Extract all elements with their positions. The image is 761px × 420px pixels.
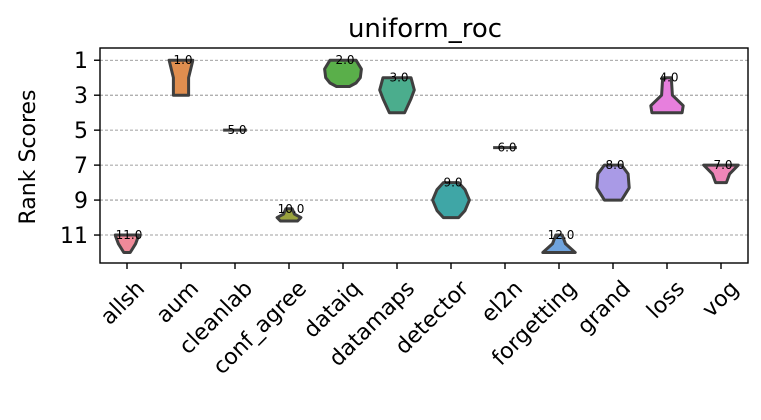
y-tick-label: 5 — [74, 119, 88, 144]
y-tick-label: 3 — [74, 84, 88, 109]
x-tick-label: grand — [573, 276, 636, 339]
violin-forgetting — [541, 233, 577, 254]
plot-frame — [99, 47, 749, 264]
y-axis: 1 3 5 7 9 11 — [60, 49, 100, 249]
data-label-loss: 4.0 — [659, 71, 678, 85]
violins — [113, 58, 740, 254]
data-label-cleanlab: 5.0 — [227, 123, 246, 137]
x-axis: allsh aumcleanlabconf_agreedataiqdatamaps… — [96, 263, 744, 380]
y-tick-label: 1 — [74, 49, 88, 74]
y-axis-label: Rank Scores — [16, 89, 41, 224]
data-label-grand: 8.0 — [605, 158, 624, 172]
grid — [100, 59, 748, 236]
x-tick-label: loss — [642, 276, 690, 324]
violin-vog — [702, 163, 740, 185]
data-label-dataiq: 2.0 — [335, 53, 354, 67]
data-label-datamaps: 3.0 — [389, 71, 408, 85]
violin-detector — [431, 181, 471, 220]
x-tick-label: vog — [698, 276, 744, 322]
data-label-vog: 7.0 — [713, 158, 732, 172]
violin-dataiq — [323, 58, 363, 88]
data-labels: 11.0 1.0 5.0 10.0 2.0 3.0 9.0 6.0 12.0 8.0 4.0 7.0 — [116, 53, 733, 242]
data-label-aum: 1.0 — [173, 53, 192, 67]
violin-grand — [595, 163, 631, 202]
violin-conf_agree — [275, 207, 303, 223]
y-tick-label: 7 — [74, 154, 88, 179]
y-tick-label: 11 — [60, 224, 88, 249]
violin-datamaps — [378, 76, 416, 115]
data-label-forgetting: 12.0 — [548, 228, 575, 242]
data-label-detector: 9.0 — [443, 176, 462, 190]
violin-loss — [649, 76, 685, 115]
data-label-conf_agree: 10.0 — [278, 202, 305, 216]
x-tick-label: allsh — [96, 276, 150, 330]
violin-aum — [167, 58, 195, 97]
data-label-allsh: 11.0 — [116, 228, 143, 242]
y-tick-label: 9 — [74, 189, 88, 214]
data-label-el2n: 6.0 — [497, 141, 516, 155]
chart-title: uniform_roc — [348, 14, 502, 44]
violin-allsh — [113, 233, 141, 254]
